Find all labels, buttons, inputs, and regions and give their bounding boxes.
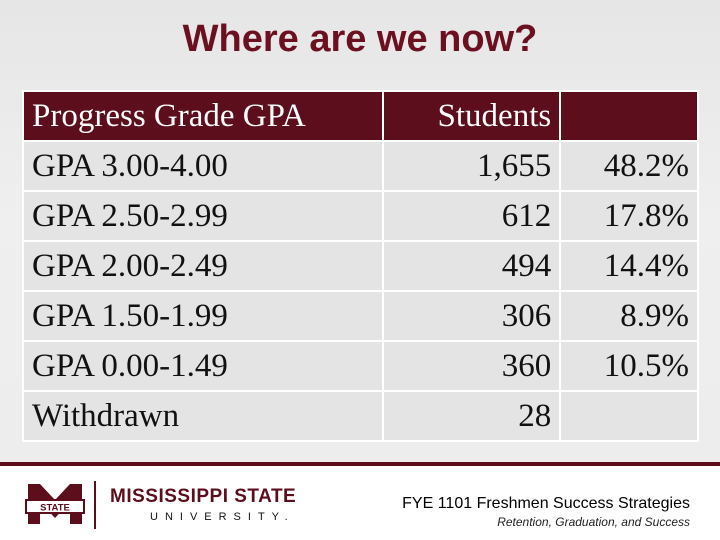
- footer-bar: [0, 466, 720, 540]
- msu-logo-icon: STATE: [25, 484, 85, 524]
- table-row: GPA 1.50-1.99 306 8.9%: [22, 290, 699, 342]
- row-students: 360: [381, 340, 562, 392]
- row-label: GPA 2.00-2.49: [22, 240, 384, 292]
- table-row: Withdrawn 28: [22, 390, 699, 442]
- course-title: FYE 1101 Freshmen Success Strategies: [402, 495, 690, 512]
- row-label: GPA 1.50-1.99: [22, 290, 384, 342]
- table-row: GPA 2.50-2.99 612 17.8%: [22, 190, 699, 242]
- logo-divider: [94, 481, 96, 529]
- slide-title: Where are we now?: [182, 18, 538, 60]
- row-percent: [559, 390, 699, 442]
- row-percent: 14.4%: [559, 240, 699, 292]
- row-label: GPA 2.50-2.99: [22, 190, 384, 242]
- row-students: 306: [381, 290, 562, 342]
- row-students: 28: [381, 390, 562, 442]
- footer-divider: [0, 462, 720, 466]
- row-students: 1,655: [381, 140, 562, 192]
- row-percent: 10.5%: [559, 340, 699, 392]
- row-percent: 48.2%: [559, 140, 699, 192]
- column-header-students: Students: [381, 90, 562, 142]
- course-tagline: Retention, Graduation, and Success: [497, 515, 690, 529]
- table-row: GPA 0.00-1.49 360 10.5%: [22, 340, 699, 392]
- table-row: GPA 2.00-2.49 494 14.4%: [22, 240, 699, 292]
- university-name: MISSISSIPPI STATE: [110, 486, 297, 507]
- gpa-table: Progress Grade GPA Students GPA 3.00-4.0…: [22, 90, 699, 442]
- university-subtitle: UNIVERSITY.: [150, 511, 295, 523]
- table-row: GPA 3.00-4.00 1,655 48.2%: [22, 140, 699, 192]
- row-label: GPA 3.00-4.00: [22, 140, 384, 192]
- row-label: Withdrawn: [22, 390, 384, 442]
- row-label: GPA 0.00-1.49: [22, 340, 384, 392]
- logo-emblem-text: STATE: [40, 503, 70, 514]
- row-percent: 17.8%: [559, 190, 699, 242]
- row-students: 494: [381, 240, 562, 292]
- column-header-grade: Progress Grade GPA: [22, 90, 384, 142]
- row-percent: 8.9%: [559, 290, 699, 342]
- row-students: 612: [381, 190, 562, 242]
- column-header-percent: [559, 90, 699, 142]
- table-header-row: Progress Grade GPA Students: [22, 90, 699, 142]
